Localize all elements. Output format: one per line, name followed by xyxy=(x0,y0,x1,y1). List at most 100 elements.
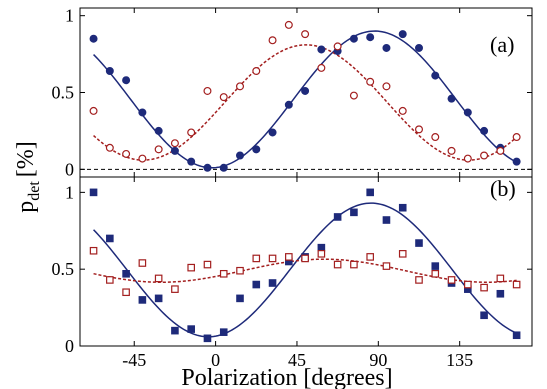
data-point-filled-circle xyxy=(415,43,424,52)
panel-label: (b) xyxy=(490,176,516,201)
data-point-open-square xyxy=(171,285,179,293)
data-point-open-circle xyxy=(333,42,342,51)
data-point-open-circle xyxy=(203,86,212,95)
data-point-filled-square xyxy=(398,203,407,212)
data-point-open-circle xyxy=(415,125,424,134)
data-point-filled-square xyxy=(431,262,440,270)
data-point-open-square xyxy=(317,250,326,258)
data-point-open-square xyxy=(415,276,423,284)
data-point-open-square xyxy=(350,260,358,269)
y-tick-label: 0.5 xyxy=(52,83,75,103)
data-point-filled-square xyxy=(350,208,358,217)
data-point-filled-square xyxy=(317,243,326,252)
data-point-filled-square xyxy=(268,279,277,287)
data-point-open-square xyxy=(187,263,195,272)
y-axis-label-unit: [%] xyxy=(13,141,39,177)
data-point-filled-square xyxy=(89,188,98,197)
data-point-open-square xyxy=(138,259,147,267)
data-point-filled-square xyxy=(122,269,130,278)
data-point-open-circle xyxy=(105,143,114,152)
data-point-open-square xyxy=(447,276,456,284)
data-point-filled-square xyxy=(382,216,391,224)
data-point-filled-square xyxy=(236,294,244,303)
data-point-open-square xyxy=(106,276,114,284)
data-point-open-circle xyxy=(301,30,310,39)
data-point-open-circle xyxy=(431,133,440,142)
data-point-filled-circle xyxy=(203,163,212,172)
y-tick-label: 0 xyxy=(65,159,74,179)
data-point-filled-square xyxy=(480,311,488,320)
data-point-open-circle xyxy=(349,91,358,100)
data-point-filled-square xyxy=(106,234,114,243)
data-point-open-circle xyxy=(89,106,98,115)
fit-curve-solid xyxy=(93,30,517,169)
data-point-filled-square xyxy=(171,326,179,335)
data-point-open-circle xyxy=(284,20,293,29)
data-point-filled-square xyxy=(252,280,261,289)
data-point-open-circle xyxy=(252,66,261,75)
data-point-open-square xyxy=(236,266,244,275)
data-point-open-square xyxy=(480,283,488,292)
y-axis-label: pdet [%] xyxy=(13,141,43,213)
data-point-open-circle xyxy=(480,151,489,160)
data-point-open-square xyxy=(89,246,98,255)
data-point-filled-square xyxy=(366,188,374,197)
data-point-open-square xyxy=(366,253,374,261)
data-point-filled-square xyxy=(415,239,423,247)
data-point-filled-circle xyxy=(366,33,375,42)
y-axis-label-main: p xyxy=(13,201,39,213)
data-point-filled-circle xyxy=(431,71,440,80)
data-point-filled-square xyxy=(219,328,228,336)
data-point-filled-circle xyxy=(89,34,98,43)
data-point-open-circle xyxy=(463,154,472,163)
data-point-filled-circle xyxy=(512,157,521,166)
data-point-open-square xyxy=(496,274,505,283)
data-point-filled-square xyxy=(187,325,195,333)
data-point-open-circle xyxy=(154,145,163,154)
x-axis-label: Polarization [degrees] xyxy=(181,365,392,389)
data-point-filled-circle xyxy=(447,94,456,103)
data-point-filled-circle xyxy=(268,128,277,137)
data-point-filled-square xyxy=(203,334,212,343)
x-tick-label: -45 xyxy=(122,350,146,370)
data-point-open-circle xyxy=(447,146,456,155)
data-point-filled-square xyxy=(154,294,163,303)
data-point-filled-square xyxy=(512,331,521,340)
data-point-open-square xyxy=(333,260,342,269)
data-point-filled-circle xyxy=(105,66,114,75)
data-point-filled-circle xyxy=(480,126,489,135)
data-point-filled-circle xyxy=(122,76,131,85)
data-point-filled-circle xyxy=(252,145,261,154)
data-point-filled-circle xyxy=(301,86,310,95)
data-point-filled-circle xyxy=(382,43,391,52)
data-point-open-circle xyxy=(366,77,375,86)
data-point-open-square xyxy=(431,269,440,278)
x-tick-label: 90 xyxy=(369,350,387,370)
data-point-open-square xyxy=(219,269,228,278)
data-point-open-circle xyxy=(382,82,391,91)
fit-curve-dashed xyxy=(93,258,517,283)
data-point-open-square xyxy=(285,253,293,261)
data-point-filled-circle xyxy=(187,157,196,166)
data-point-filled-square xyxy=(333,213,342,221)
panel-a: 0 0.5 1 (a) xyxy=(52,6,533,179)
data-point-open-square xyxy=(382,262,391,270)
data-point-open-circle xyxy=(170,139,179,148)
x-tick-label: 45 xyxy=(288,350,306,370)
fit-curve-dashed xyxy=(93,44,518,161)
data-point-filled-circle xyxy=(138,108,147,117)
x-tick-label: 0 xyxy=(211,350,220,370)
data-point-open-square xyxy=(464,280,472,289)
data-point-open-square xyxy=(301,254,309,263)
y-axis-label-subscript: det xyxy=(26,181,43,201)
fit-curve-solid xyxy=(93,202,517,338)
data-point-filled-circle xyxy=(236,151,245,160)
data-point-filled-square xyxy=(138,296,147,304)
data-point-open-square xyxy=(252,254,261,263)
plot-frame xyxy=(79,176,533,347)
data-point-open-square xyxy=(203,260,212,269)
data-point-filled-circle xyxy=(170,146,179,155)
panel-b: -45 0 45 90 135 0 0.5 1 (b) xyxy=(52,176,533,370)
data-point-open-square xyxy=(154,274,163,283)
